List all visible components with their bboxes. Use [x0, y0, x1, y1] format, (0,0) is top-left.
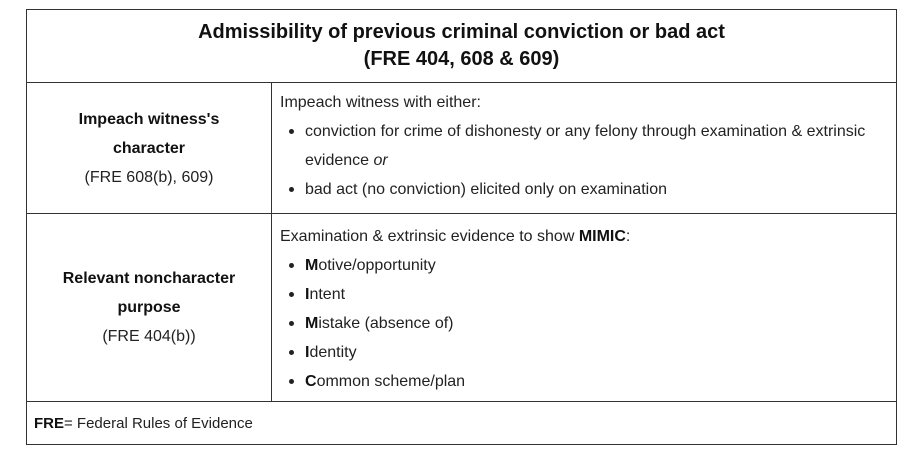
row-heading-line-1: Relevant noncharacter: [62, 270, 236, 287]
row-heading-line-1: Impeach witness's: [78, 110, 220, 128]
rule-reference: (FRE 404(b)): [102, 328, 196, 345]
intro-text: Examination & extrinsic evidence to show: [280, 228, 579, 245]
item-rest: otive/opportunity: [318, 257, 436, 274]
bullet-list: conviction for crime of dishonesty or an…: [280, 117, 886, 204]
footer-definition: = Federal Rules of Evidence: [64, 414, 253, 432]
list-item: Common scheme/plan: [289, 367, 886, 396]
mimic-acronym: MIMIC: [578, 228, 626, 245]
table-row-noncharacter: Relevant noncharacter purpose (FRE 404(b…: [27, 214, 896, 402]
emphasis-text: or: [373, 152, 388, 169]
table-row-impeach: Impeach witness's character (FRE 608(b),…: [27, 83, 896, 214]
item-initial: M: [305, 315, 319, 332]
title-line-1: Admissibility of previous criminal convi…: [198, 21, 725, 43]
intro-tail: :: [625, 228, 631, 245]
list-item: Identity: [289, 338, 886, 367]
item-initial: C: [305, 373, 317, 390]
rule-reference: (FRE 608(b), 609): [84, 168, 214, 186]
list-item: Motive/opportunity: [289, 251, 886, 280]
item-rest: istake (absence of): [318, 315, 454, 332]
list-item: conviction for crime of dishonesty or an…: [289, 117, 886, 175]
admissibility-table: Admissibility of previous criminal convi…: [26, 9, 897, 445]
item-initial: I: [305, 344, 310, 361]
row-intro: Examination & extrinsic evidence to show…: [280, 222, 886, 251]
footer-abbreviation: FRE: [34, 414, 64, 432]
list-item: bad act (no conviction) elicited only on…: [289, 175, 886, 204]
item-initial: M: [305, 257, 319, 274]
row-heading-line-2: purpose: [117, 299, 181, 316]
list-item: Intent: [289, 280, 886, 309]
row-intro: Impeach witness with either:: [280, 94, 481, 111]
list-item: Mistake (absence of): [289, 309, 886, 338]
row-heading-cell: Relevant noncharacter purpose (FRE 404(b…: [27, 214, 272, 401]
item-rest: ntent: [309, 286, 346, 303]
item-rest: ommon scheme/plan: [316, 373, 466, 390]
row-heading-line-2: character: [112, 139, 186, 157]
list-item-text: bad act (no conviction) elicited only on…: [305, 181, 667, 198]
table-title: Admissibility of previous criminal convi…: [27, 10, 896, 83]
table-footer: FRE = Federal Rules of Evidence: [27, 402, 896, 444]
row-content-cell: Examination & extrinsic evidence to show…: [272, 214, 896, 401]
item-rest: dentity: [309, 344, 357, 361]
title-line-2: (FRE 404, 608 & 609): [363, 48, 560, 70]
item-initial: I: [305, 286, 310, 303]
mimic-list: Motive/opportunity Intent Mistake (absen…: [280, 251, 886, 396]
row-content-cell: Impeach witness with either: conviction …: [272, 83, 896, 213]
row-heading-cell: Impeach witness's character (FRE 608(b),…: [27, 83, 272, 213]
list-item-text: conviction for crime of dishonesty or an…: [305, 123, 866, 169]
